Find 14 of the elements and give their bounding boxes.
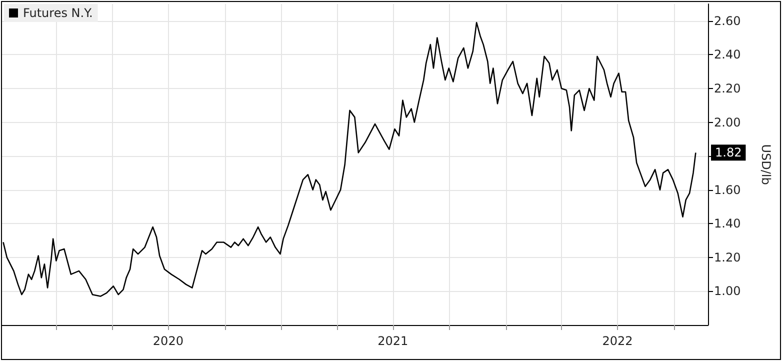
y-tick-label: 1.40: [714, 216, 741, 231]
y-tick-label: 1.60: [714, 182, 741, 197]
annotation: 1.82: [715, 146, 742, 160]
y-tick-label: 2.00: [714, 115, 741, 130]
x-tick-label: 2022: [602, 334, 633, 348]
y-tick-label: 2.40: [714, 48, 741, 62]
y-tick-label: 1.00: [714, 284, 741, 298]
y-axis-title: USD/lb: [759, 144, 773, 185]
y-tick-label: 2.20: [714, 81, 741, 96]
y-tick-label: 2.60: [714, 14, 741, 28]
legend-label: Futures N.Y.: [23, 6, 93, 20]
x-tick-label: 2021: [378, 334, 408, 348]
x-tick-label: 2020: [152, 334, 184, 348]
y-tick-label: 1.20: [714, 250, 741, 264]
